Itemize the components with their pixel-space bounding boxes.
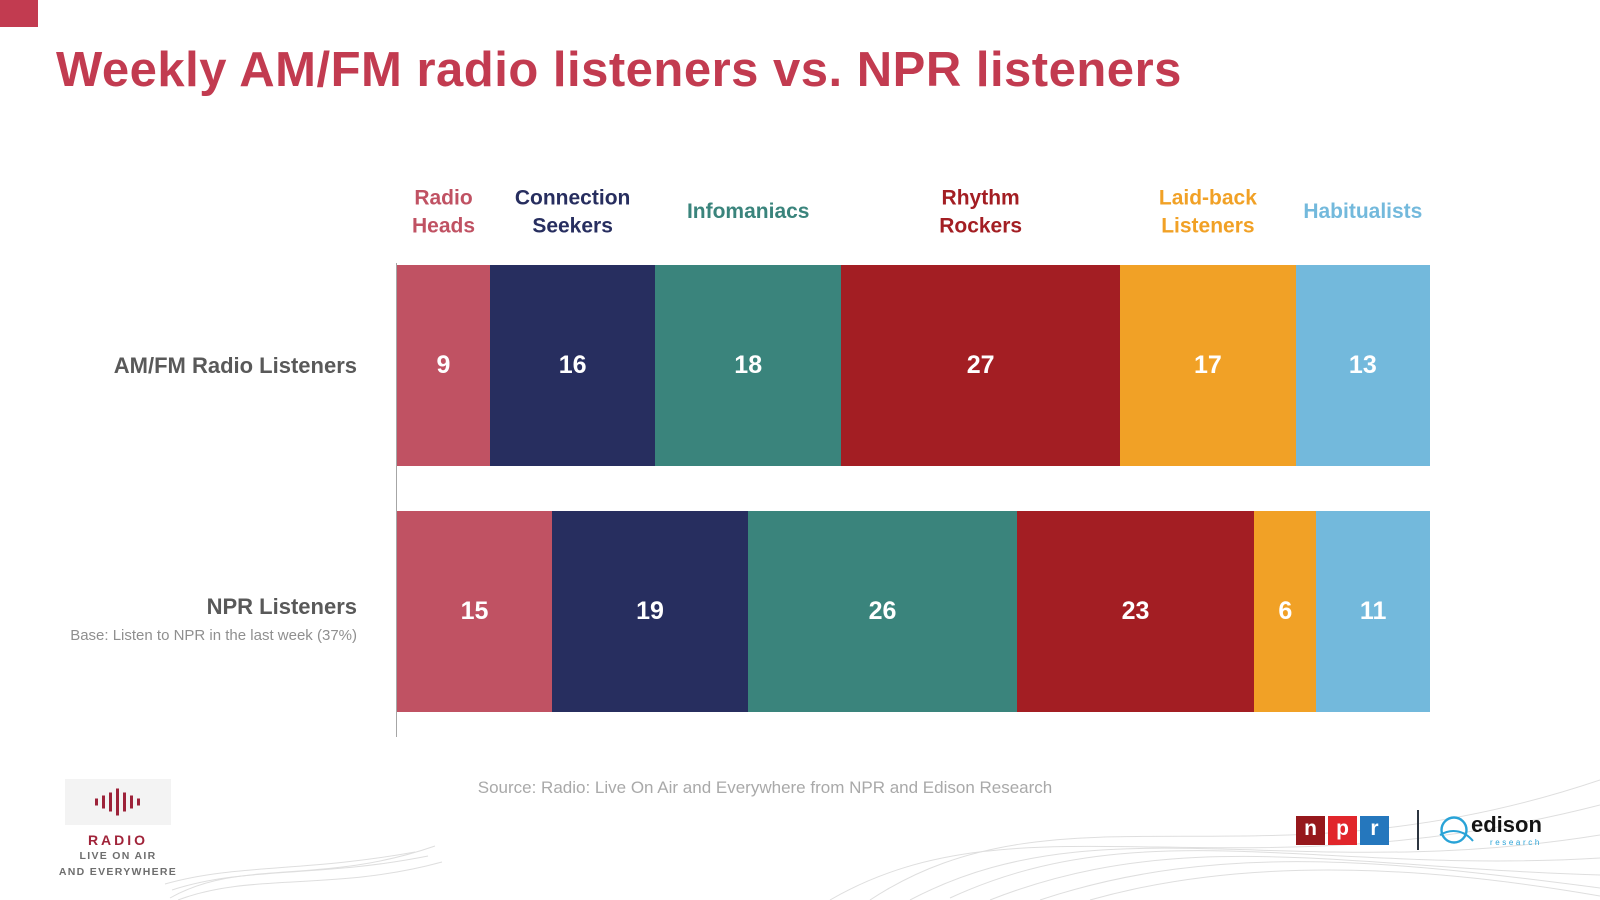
category-label: Laid-back Listeners — [1158, 186, 1257, 237]
segment-value: 15 — [460, 597, 489, 625]
bar-segment: 6 — [1254, 511, 1317, 712]
bar-segment: 17 — [1120, 265, 1296, 466]
bar-segment: 15 — [397, 511, 552, 712]
segment-value: 27 — [966, 351, 995, 379]
segment-value: 9 — [436, 351, 451, 379]
npr-letter-block: p — [1328, 815, 1357, 845]
category-label: Rhythm Rockers — [939, 186, 1023, 237]
bar-segment: 9 — [397, 265, 490, 466]
waveform-icon — [65, 779, 171, 825]
category-label: Connection Seekers — [514, 186, 631, 237]
segment-value: 11 — [1359, 597, 1387, 625]
page-title: Weekly AM/FM radio listeners vs. NPR lis… — [56, 43, 1182, 97]
row-label: AM/FM Radio Listeners — [0, 265, 377, 466]
radio-logo-title: RADIO — [87, 832, 149, 848]
stacked-bar: 9 16 18 27 17 13 — [397, 265, 1430, 466]
segment-value: 17 — [1193, 351, 1222, 379]
logo-divider — [1417, 810, 1419, 850]
axis-line — [396, 263, 397, 737]
bar-segment: 23 — [1016, 511, 1255, 712]
row-base-note: Base: Listen to NPR in the last week (37… — [70, 626, 357, 644]
radio-logo-line2: LIVE ON AIR — [79, 850, 157, 862]
row-label: NPR Listeners Base: Listen to NPR in the… — [0, 511, 377, 712]
bar-row: NPR Listeners Base: Listen to NPR in the… — [0, 511, 1600, 712]
radio-logo-line3: AND EVERYWHERE — [58, 866, 178, 879]
bar-segment: 27 — [841, 265, 1121, 466]
npr-letter-block: n — [1296, 815, 1325, 845]
corner-accent — [0, 0, 38, 27]
segment-value: 16 — [558, 351, 587, 379]
row-label-text: NPR Listeners — [206, 593, 357, 619]
segment-value: 13 — [1348, 351, 1377, 379]
footer-logos: n p r edison research — [1296, 810, 1542, 850]
category-label: Radio Heads — [411, 186, 475, 237]
edison-logo: edison research — [1435, 810, 1542, 850]
segment-value: 19 — [636, 597, 664, 625]
edison-e-icon — [1439, 816, 1474, 844]
segment-value: 6 — [1278, 597, 1293, 625]
bar-segment: 16 — [489, 265, 656, 466]
category-labels: Radio Heads Connection Seekers Infomaniacs Rh… — [397, 172, 1430, 252]
segment-value: 26 — [868, 597, 897, 625]
bar-segment: 18 — [655, 265, 842, 466]
edison-name: edison — [1471, 811, 1542, 837]
npr-logo: n p r — [1296, 815, 1389, 845]
segment-value: 18 — [734, 351, 763, 379]
segment-value: 23 — [1121, 597, 1150, 625]
edison-text: edison research — [1471, 811, 1542, 847]
edison-sub: research — [1489, 837, 1542, 847]
source-note: Source: Radio: Live On Air and Everywher… — [477, 778, 1053, 797]
bar-segment: 26 — [748, 511, 1017, 712]
radio-live-logo: RADIO LIVE ON AIR AND EVERYWHERE — [58, 779, 178, 881]
stacked-bar: 15 19 26 23 6 11 — [397, 511, 1430, 712]
row-label-text: AM/FM Radio Listeners — [113, 352, 357, 378]
npr-letter-block: r — [1360, 815, 1389, 845]
category-label: Infomaniacs — [686, 200, 810, 224]
bar-row: AM/FM Radio Listeners 9 16 18 27 17 13 — [0, 265, 1600, 466]
bar-segment: 11 — [1316, 511, 1430, 712]
category-label: Habitualists — [1303, 200, 1423, 224]
bar-segment: 19 — [551, 511, 749, 712]
bar-segment: 13 — [1295, 265, 1430, 466]
